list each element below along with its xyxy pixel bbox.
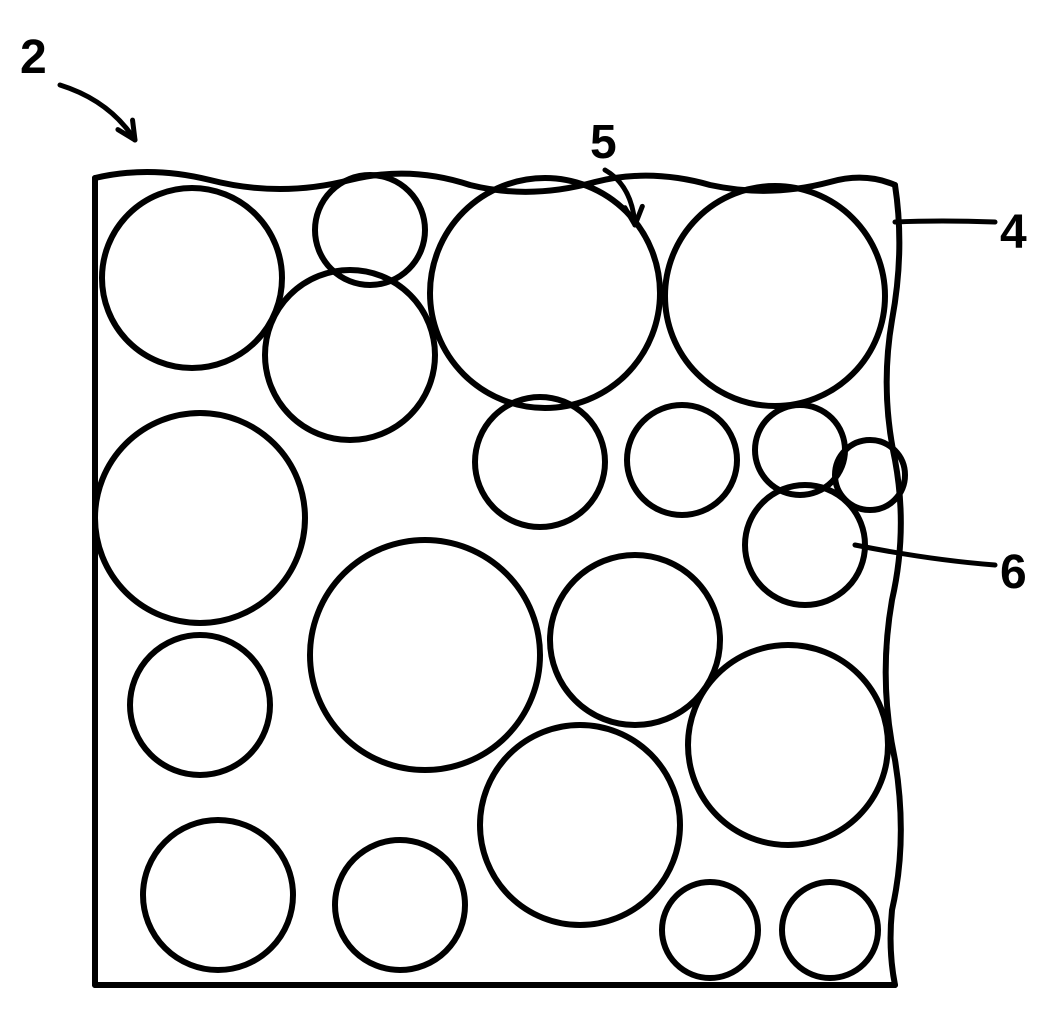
- arrows-group: [60, 85, 642, 225]
- label-5: 5: [590, 115, 617, 170]
- label-2: 2: [20, 30, 47, 85]
- particles-group: [95, 175, 905, 978]
- label-4: 4: [1000, 205, 1027, 260]
- diagram-svg: [0, 0, 1064, 1023]
- label-6: 6: [1000, 545, 1027, 600]
- container-outline: [95, 172, 901, 985]
- leader-lines-group: [855, 221, 995, 565]
- technical-diagram: 2 5 4 6: [0, 0, 1064, 1023]
